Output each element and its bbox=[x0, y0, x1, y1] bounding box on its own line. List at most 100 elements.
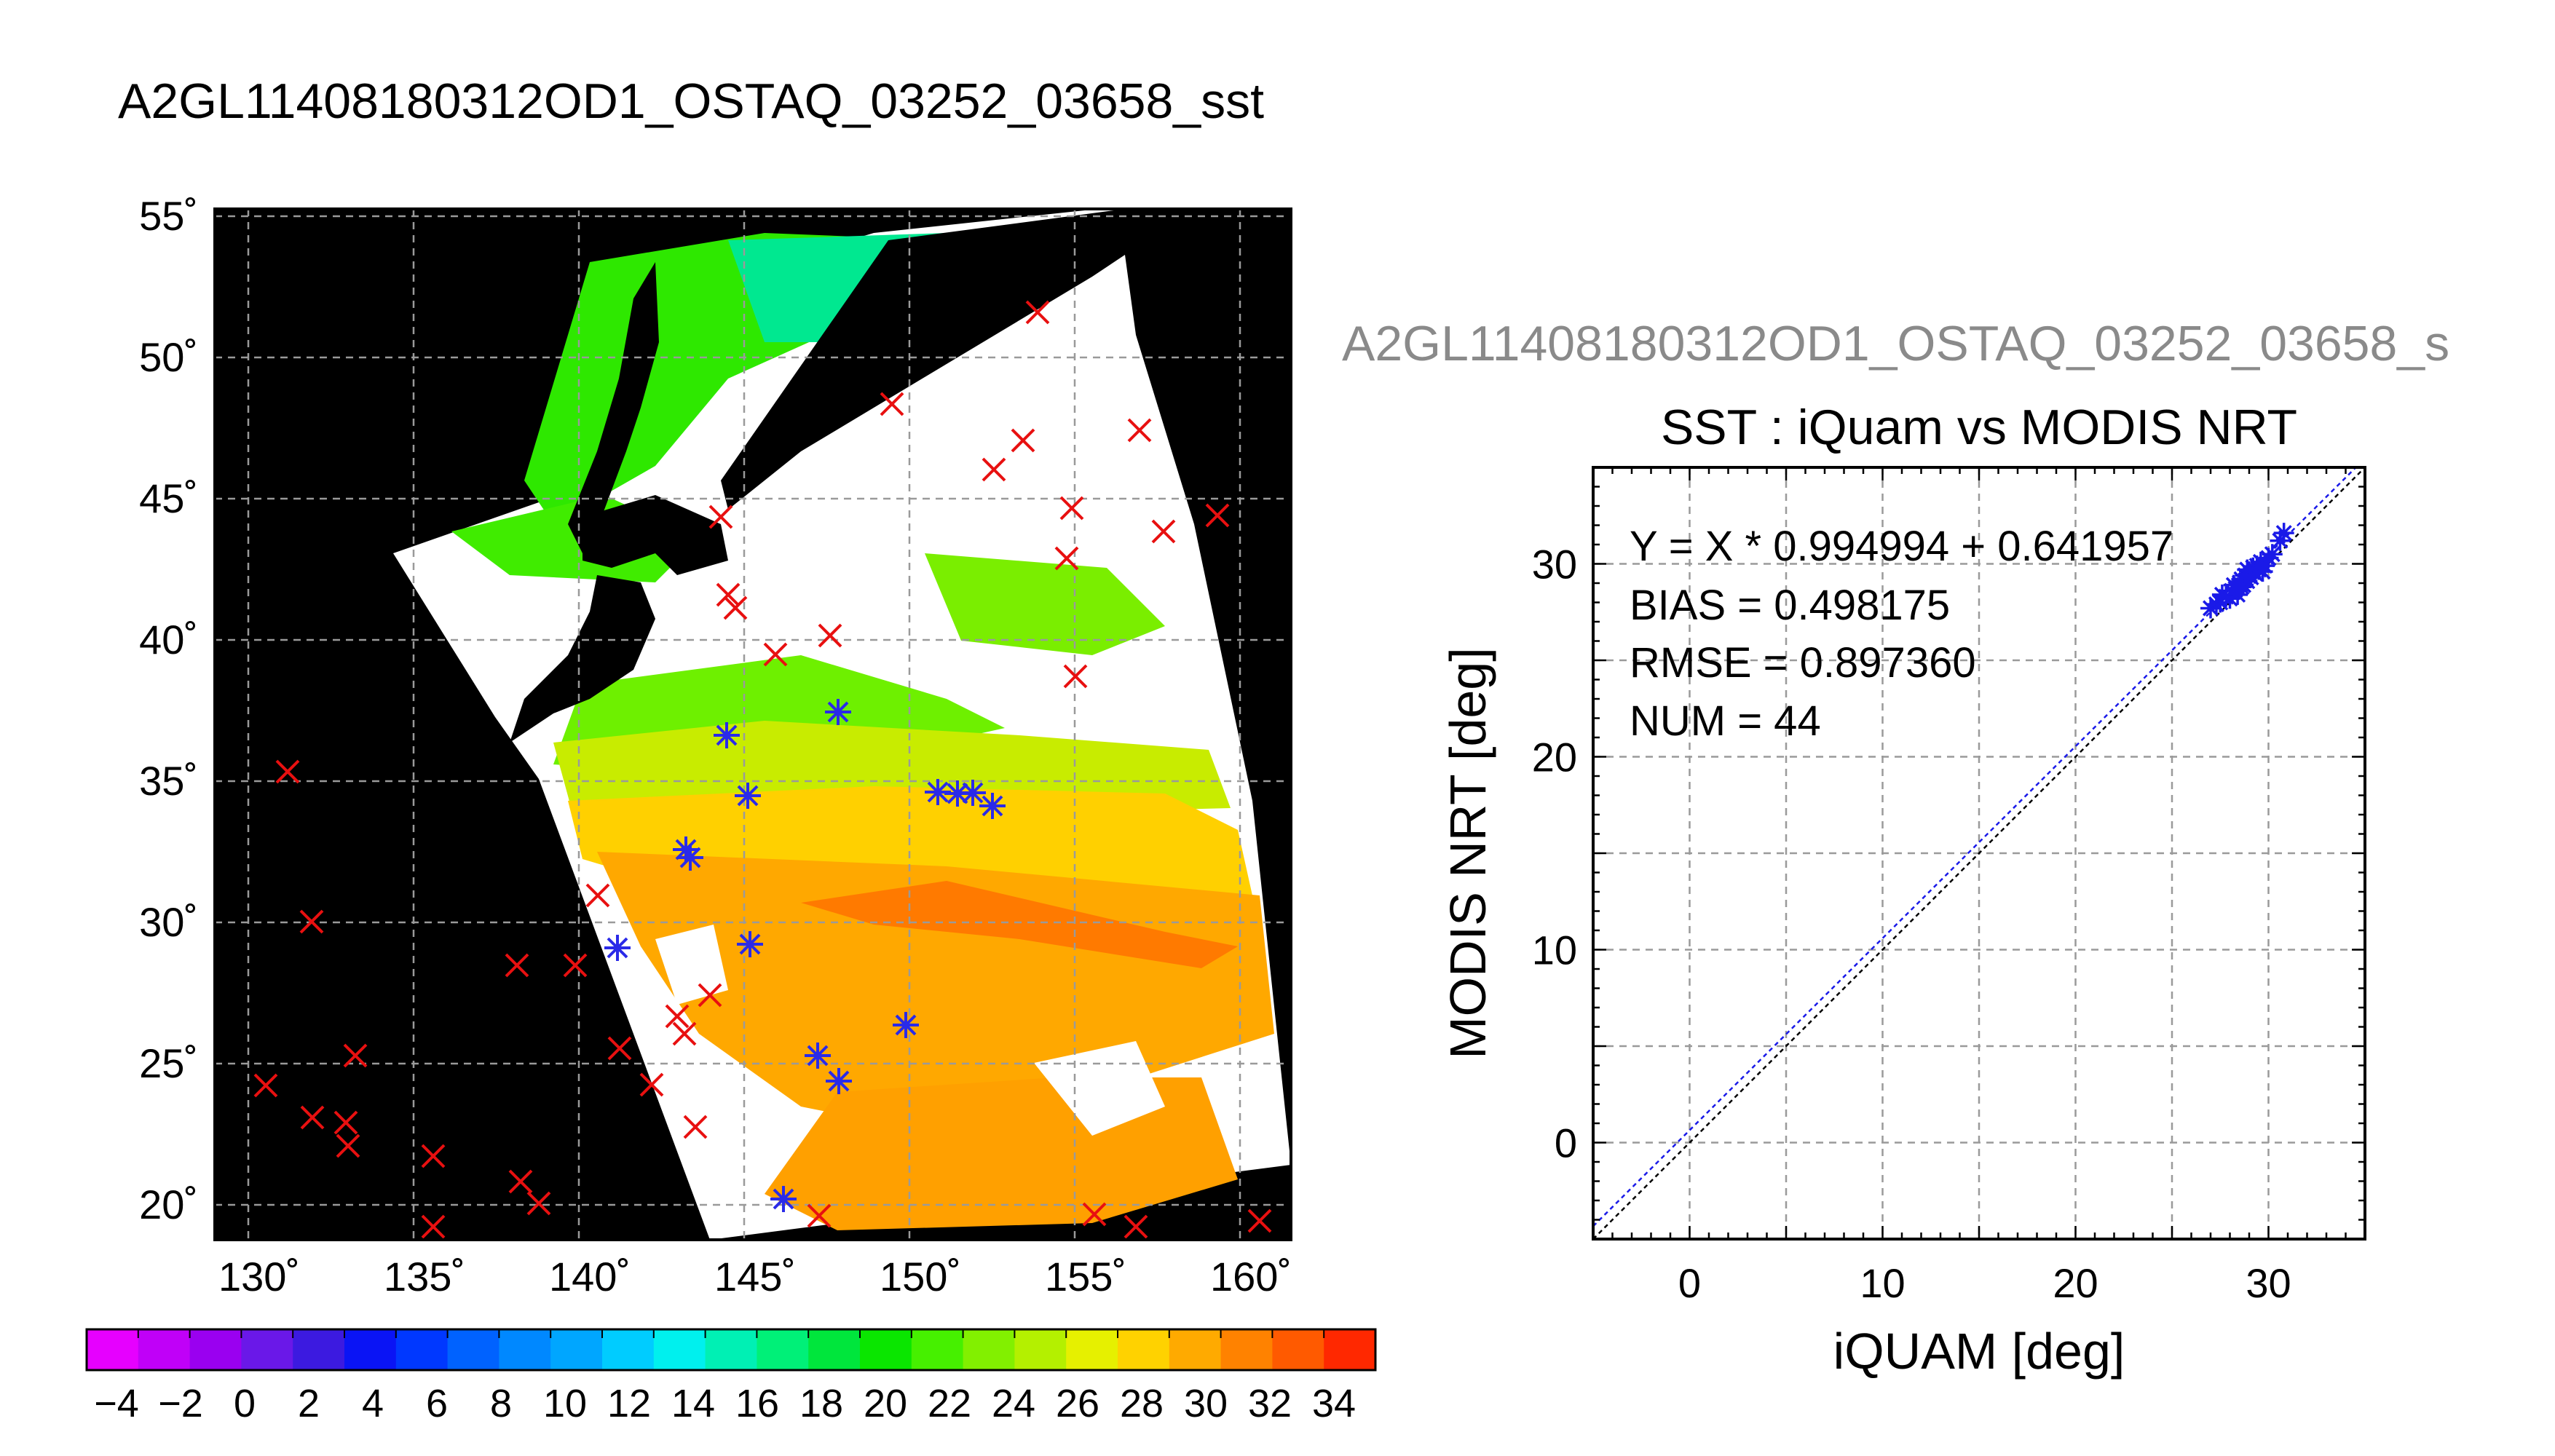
land-sakhalin bbox=[568, 262, 659, 553]
scatter-point bbox=[2237, 559, 2258, 580]
colorbar-label: 2 bbox=[298, 1382, 320, 1425]
lat-tick-label: 20˚ bbox=[139, 1182, 198, 1227]
stats-annotations: Y = X * 0.994994 + 0.641957 BIAS = 0.498… bbox=[1630, 523, 2173, 745]
colorbar-swatch bbox=[1272, 1329, 1324, 1370]
scatter-point bbox=[2252, 561, 2273, 582]
lat-tick-label: 25˚ bbox=[139, 1040, 198, 1086]
map-panel: 55˚ 50˚ 45˚ 40˚ 35˚ 30˚ 25˚ 20˚ 130˚ 135… bbox=[139, 193, 1292, 1299]
colorbar-label: 34 bbox=[1312, 1382, 1356, 1425]
scatter-point bbox=[2223, 574, 2244, 596]
colorbar-label: 8 bbox=[490, 1382, 512, 1425]
scatter-point bbox=[2225, 578, 2246, 599]
x-tick-label: 10 bbox=[1860, 1260, 1905, 1306]
colorbar-label: 28 bbox=[1120, 1382, 1164, 1425]
land-hokkaido bbox=[583, 495, 728, 575]
scatter-point bbox=[2262, 544, 2283, 565]
colorbar-swatch bbox=[653, 1329, 706, 1370]
scatter-frame bbox=[1592, 466, 2366, 1241]
rmse-value: RMSE = 0.897360 bbox=[1630, 639, 1976, 687]
colorbar-label: 22 bbox=[928, 1382, 971, 1425]
colorbar-swatch bbox=[705, 1329, 757, 1370]
lat-axis-labels: 55˚ 50˚ 45˚ 40˚ 35˚ 30˚ 25˚ 20˚ bbox=[139, 193, 198, 1227]
y-tick-label: 30 bbox=[1532, 542, 1577, 587]
buoy-markers-matched bbox=[604, 699, 1006, 1212]
colorbar-swatch bbox=[1324, 1329, 1376, 1370]
land-honshu bbox=[510, 575, 655, 743]
colorbar-swatch bbox=[395, 1329, 449, 1370]
x-axis-label: iQUAM [deg] bbox=[1833, 1323, 2125, 1380]
colorbar-swatch bbox=[1066, 1329, 1118, 1370]
colorbar-swatch bbox=[1118, 1329, 1170, 1370]
map-gridlines bbox=[215, 209, 1291, 1240]
colorbar-label: 4 bbox=[362, 1382, 384, 1425]
colorbar-swatch bbox=[1220, 1329, 1273, 1370]
colorbar-label: 30 bbox=[1184, 1382, 1228, 1425]
scatter-header-title: A2GL11408180312OD1_OSTAQ_03252_03658_s bbox=[1342, 316, 2449, 371]
colorbar-label: −4 bbox=[94, 1382, 139, 1425]
x-tick-label: 30 bbox=[2246, 1260, 2291, 1306]
y-tick-label: 20 bbox=[1532, 735, 1577, 780]
bias-value: BIAS = 0.498175 bbox=[1630, 582, 1950, 629]
colorbar-swatch bbox=[499, 1329, 551, 1370]
sst-band-east bbox=[925, 553, 1165, 655]
colorbar-swatch bbox=[138, 1329, 191, 1370]
colorbar-frame bbox=[85, 1328, 1377, 1372]
main-title: A2GL11408180312OD1_OSTAQ_03252_03658_sst bbox=[118, 74, 1264, 129]
colorbar-swatch bbox=[447, 1329, 499, 1370]
colorbar-label: 26 bbox=[1056, 1382, 1099, 1425]
lat-tick-label: 35˚ bbox=[139, 758, 198, 804]
colorbar-label: 14 bbox=[671, 1382, 715, 1425]
scatter-gridlines bbox=[1593, 467, 2365, 1239]
scatter-point bbox=[2273, 523, 2294, 544]
colorbar-swatch bbox=[87, 1329, 139, 1370]
colorbar-swatch bbox=[189, 1329, 242, 1370]
scatter-chart-title: SST : iQuam vs MODIS NRT bbox=[1661, 400, 2297, 455]
regression-equation: Y = X * 0.994994 + 0.641957 bbox=[1630, 523, 2173, 570]
lon-tick-label: 145˚ bbox=[714, 1254, 796, 1299]
colorbar-swatch bbox=[293, 1329, 345, 1370]
lon-tick-label: 160˚ bbox=[1210, 1254, 1292, 1299]
scatter-points bbox=[2200, 523, 2294, 619]
scatter-point bbox=[2211, 584, 2232, 605]
colorbar-label: 32 bbox=[1248, 1382, 1292, 1425]
colorbar-swatch bbox=[808, 1329, 861, 1370]
colorbar-label: 24 bbox=[992, 1382, 1035, 1425]
scatter-point bbox=[2200, 598, 2221, 619]
x-tick-label: 20 bbox=[2053, 1260, 2098, 1306]
colorbar-label: 18 bbox=[799, 1382, 843, 1425]
lon-tick-label: 140˚ bbox=[549, 1254, 631, 1299]
scatter-point bbox=[2222, 580, 2243, 601]
scatter-point bbox=[2270, 530, 2291, 551]
colorbar-label: −2 bbox=[158, 1382, 203, 1425]
scatter-y-ticks: 0 10 20 30 bbox=[1532, 542, 1577, 1166]
sst-band-warm-core bbox=[801, 881, 1238, 968]
lat-tick-label: 50˚ bbox=[139, 334, 198, 380]
colorbar-label: 6 bbox=[426, 1382, 448, 1425]
colorbar-swatch bbox=[911, 1329, 964, 1370]
lon-tick-label: 155˚ bbox=[1045, 1254, 1126, 1299]
y-axis-label: MODIS NRT [deg] bbox=[1440, 647, 1496, 1059]
identity-line bbox=[1593, 467, 2365, 1239]
x-tick-label: 0 bbox=[1678, 1260, 1701, 1306]
scatter-point bbox=[2205, 594, 2227, 615]
lon-tick-label: 135˚ bbox=[384, 1254, 465, 1299]
scatter-point bbox=[2229, 573, 2250, 593]
colorbar-swatch bbox=[344, 1329, 397, 1370]
colorbar-swatch bbox=[1014, 1329, 1067, 1370]
buoy-markers-red bbox=[253, 300, 1272, 1239]
lon-tick-label: 130˚ bbox=[218, 1254, 300, 1299]
lat-tick-label: 40˚ bbox=[139, 617, 198, 662]
lat-tick-label: 45˚ bbox=[139, 475, 198, 521]
y-tick-label: 0 bbox=[1555, 1120, 1577, 1166]
scatter-point bbox=[2231, 577, 2252, 598]
colorbar-label: 0 bbox=[234, 1382, 256, 1425]
colorbar-label: 10 bbox=[543, 1382, 587, 1425]
colorbar-swatch bbox=[241, 1329, 293, 1370]
lat-tick-label: 30˚ bbox=[139, 899, 198, 945]
colorbar-swatch bbox=[757, 1329, 809, 1370]
colorbar-swatch bbox=[860, 1329, 912, 1370]
y-tick-label: 10 bbox=[1532, 927, 1577, 973]
colorbar-swatch bbox=[1169, 1329, 1222, 1370]
scatter-x-ticks: 0 10 20 30 bbox=[1678, 1260, 2291, 1306]
